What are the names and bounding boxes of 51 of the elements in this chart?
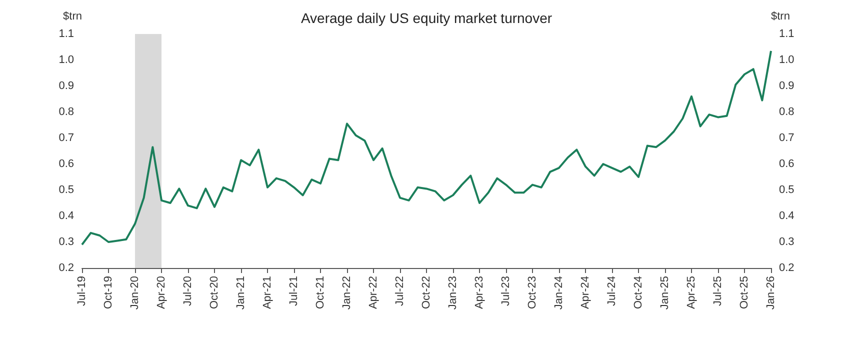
x-tick-label: Apr-23 [474, 276, 486, 310]
x-tick-label: Jan-20 [129, 276, 141, 310]
x-tick-label: Jan-23 [447, 276, 459, 310]
x-tick-label: Jan-21 [235, 276, 247, 310]
x-tick-label: Oct-20 [208, 276, 220, 310]
y-tick-label: 0.5 [58, 184, 74, 196]
y-tick-label: 1.1 [58, 28, 74, 40]
x-tick-label: Jul-20 [182, 276, 194, 306]
y2-tick-label: 0.6 [779, 158, 794, 170]
x-tick-label: Jul-25 [712, 276, 724, 306]
y2-tick-label: 0.3 [779, 236, 794, 248]
y-tick-label: 0.3 [58, 236, 74, 248]
x-tick-label: Apr-25 [686, 276, 698, 310]
y-axis-title: $trn [63, 10, 82, 22]
y2-tick-label: 1.1 [779, 28, 794, 40]
x-tick-label: Apr-22 [368, 276, 380, 310]
x-tick-label: Jan-26 [765, 276, 777, 310]
x-tick-label: Jul-21 [288, 276, 300, 306]
x-tick-label: Oct-22 [420, 276, 432, 310]
x-tick-label: Apr-21 [262, 276, 274, 310]
chart-title: Average daily US equity market turnover [300, 10, 552, 26]
x-tick-label: Oct-21 [314, 276, 326, 310]
x-tick-label: Jul-24 [606, 276, 618, 306]
y-tick-label: 1.0 [58, 54, 74, 66]
x-tick-label: Jul-23 [500, 276, 512, 306]
y-tick-label: 0.4 [58, 210, 74, 222]
x-tick-label: Apr-24 [580, 276, 592, 310]
x-tick-label: Apr-20 [156, 276, 168, 310]
y2-tick-label: 1.0 [779, 54, 794, 66]
x-tick-label: Oct-23 [526, 276, 538, 310]
y2-tick-label: 0.9 [779, 80, 794, 92]
y2-tick-label: 0.8 [779, 106, 794, 118]
y-tick-label: 0.6 [58, 158, 74, 170]
y2-tick-label: 0.4 [779, 210, 794, 222]
y2-axis-title: $trn [771, 10, 790, 22]
y2-tick-label: 0.2 [779, 262, 794, 274]
x-tick-label: Oct-25 [738, 276, 750, 310]
x-tick-label: Jan-25 [659, 276, 671, 310]
y-tick-label: 0.9 [58, 80, 74, 92]
x-tick-label: Jul-22 [394, 276, 406, 306]
y-tick-label: 0.2 [58, 262, 74, 274]
x-tick-label: Jul-19 [76, 276, 88, 306]
x-tick-label: Jan-22 [341, 276, 353, 310]
y2-tick-label: 0.5 [779, 184, 794, 196]
x-tick-label: Oct-19 [102, 276, 114, 310]
line-series [81, 50, 772, 246]
y-tick-label: 0.7 [58, 132, 74, 144]
x-tick-label: Jan-24 [553, 276, 565, 310]
x-tick-label: Oct-24 [632, 276, 644, 310]
y2-tick-label: 0.7 [779, 132, 794, 144]
y-tick-label: 0.8 [58, 106, 74, 118]
